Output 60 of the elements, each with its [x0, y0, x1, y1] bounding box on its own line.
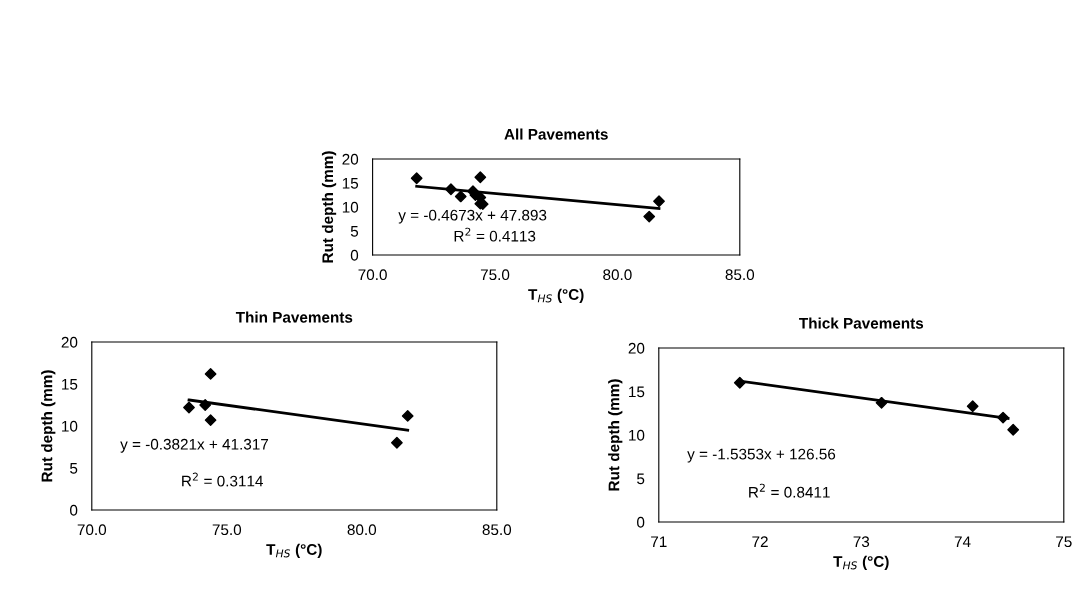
chart-title: Thin Pavements: [235, 311, 353, 323]
point: [653, 195, 665, 208]
y-tick-label: 5: [637, 473, 645, 485]
point: [643, 210, 656, 223]
x-tick-label: 72: [752, 536, 768, 547]
x-tick-label: 75.0: [480, 269, 510, 281]
y-tick-label: 10: [62, 420, 78, 432]
y-tick-label: 0: [350, 249, 359, 261]
y-tick-label: 0: [70, 504, 78, 516]
y-tick-label: 5: [350, 226, 359, 237]
y-tick-label: 15: [62, 379, 78, 390]
chart-title: All Pavements: [504, 128, 608, 140]
y-tick-label: 15: [342, 178, 359, 189]
x-tick-label: 71: [651, 536, 667, 547]
x-axis-title: T$_{HS}$ (°C): [266, 543, 322, 558]
chart-title: Thick Pavements: [799, 317, 924, 329]
x-tick-label: 75.0: [212, 524, 242, 536]
point: [997, 411, 1009, 424]
annotation: R$^{2}$ = 0.8411: [749, 483, 830, 498]
x-axis-title: T$_{HS}$ (°C): [833, 555, 889, 570]
point: [401, 410, 414, 422]
x-tick-label: 80.0: [603, 269, 632, 281]
point: [204, 414, 217, 427]
point: [445, 183, 457, 196]
annotation: y = -0.4673x + 47.893: [398, 209, 547, 224]
point: [1007, 423, 1020, 436]
y-tick-label: 5: [70, 463, 78, 474]
y-tick-label: 0: [637, 516, 645, 528]
annotation: R$^{2}$ = 0.4113: [454, 227, 536, 242]
point: [183, 401, 195, 414]
x-tick-label: 73: [853, 536, 870, 548]
x-tick-label: 70.0: [358, 269, 387, 281]
point: [391, 436, 403, 449]
annotation: R$^{2}$ = 0.3114: [182, 472, 263, 487]
x-tick-label: 85.0: [482, 524, 512, 536]
point: [966, 400, 979, 413]
y-tick-label: 20: [342, 153, 359, 165]
point: [875, 396, 888, 409]
point: [454, 190, 467, 203]
annotation: y = -0.3821x + 41.317: [120, 438, 269, 453]
point: [204, 368, 217, 380]
y-tick-label: 15: [629, 386, 645, 398]
y-tick-label: 20: [628, 342, 645, 354]
annotation: y = -1.5353x + 126.56: [687, 448, 836, 463]
point: [733, 376, 746, 389]
x-tick-label: 80.0: [347, 524, 377, 536]
y-axis-title: Rut depth (mm): [321, 151, 337, 263]
y-axis-title: Rut depth (mm): [608, 379, 623, 491]
point: [199, 399, 212, 411]
y-tick-label: 20: [61, 336, 78, 348]
y-axis-title: Rut depth (mm): [41, 370, 56, 482]
point: [474, 171, 487, 184]
y-tick-label: 10: [342, 201, 359, 213]
y-tick-label: 10: [629, 429, 645, 441]
point: [410, 172, 423, 185]
x-tick-label: 85.0: [725, 269, 755, 281]
x-tick-label: 70.0: [77, 524, 107, 536]
x-tick-label: 75: [1056, 536, 1072, 548]
x-tick-label: 74: [954, 536, 971, 547]
x-axis-title: T$_{HS}$ (°C): [528, 288, 584, 303]
